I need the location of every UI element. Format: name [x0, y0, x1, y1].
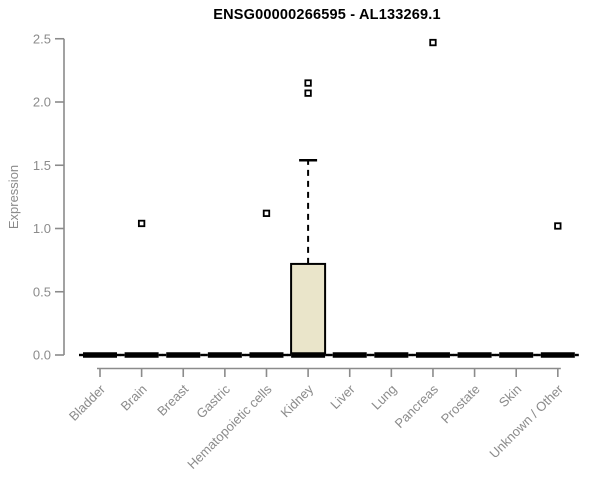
- x-tick-label: Breast: [154, 381, 191, 418]
- x-tick-label: Prostate: [438, 382, 483, 427]
- x-tick-label: Kidney: [278, 381, 317, 420]
- median-line: [415, 352, 450, 358]
- median-line: [540, 352, 575, 358]
- median-cap-right: [200, 353, 205, 357]
- median-cap-left: [120, 353, 125, 357]
- median-line: [207, 352, 242, 358]
- x-tick-label: Liver: [327, 381, 358, 412]
- x-tick-label: Skin: [496, 382, 524, 410]
- median-line: [249, 352, 284, 358]
- median-line: [291, 352, 326, 358]
- median-cap-left: [287, 353, 292, 357]
- median-line: [499, 352, 534, 358]
- median-cap-right: [408, 353, 413, 357]
- x-tick-label: Gastric: [193, 381, 233, 421]
- x-tick-label: Unknown / Other: [486, 381, 566, 461]
- outlier-point: [304, 89, 312, 97]
- outlier-point: [137, 219, 146, 228]
- median-cap-right: [117, 353, 121, 357]
- x-tick-label: Pancreas: [392, 381, 442, 431]
- median-line: [83, 352, 117, 358]
- median-line: [374, 352, 409, 358]
- median-cap-left: [162, 353, 167, 357]
- y-tick-label: 2.0: [33, 95, 51, 110]
- median-cap-right: [491, 353, 496, 357]
- x-tick-label: Bladder: [66, 381, 109, 424]
- median-cap-right: [366, 353, 371, 357]
- y-tick-label: 0.5: [33, 284, 51, 299]
- median-line: [457, 352, 492, 358]
- chart-title: ENSG00000266595 - AL133269.1: [213, 7, 441, 23]
- median-cap-left: [453, 353, 458, 357]
- median-cap-right: [283, 353, 288, 357]
- median-cap-left: [495, 353, 500, 357]
- median-cap-left: [328, 353, 333, 357]
- x-tick-label: Brain: [118, 382, 150, 414]
- median-cap-left: [79, 353, 83, 357]
- median-cap-right: [533, 353, 538, 357]
- median-line: [124, 352, 159, 358]
- median-line: [166, 352, 201, 358]
- median-cap-left: [370, 353, 375, 357]
- outlier-point: [262, 209, 271, 217]
- median-cap-right: [241, 353, 246, 357]
- outlier-point: [304, 79, 312, 87]
- box: [290, 262, 327, 355]
- median-cap-left: [536, 353, 541, 357]
- median-cap-right: [325, 353, 330, 357]
- y-tick-label: 2.5: [33, 31, 51, 46]
- median-cap-right: [449, 353, 454, 357]
- median-cap-left: [411, 353, 416, 357]
- median-cap-right: [158, 353, 163, 357]
- median-cap-right: [574, 353, 579, 357]
- outlier-point: [554, 222, 562, 230]
- x-tick-label: Lung: [368, 382, 399, 413]
- y-tick-label: 0.0: [33, 348, 51, 363]
- outlier-point: [429, 38, 437, 47]
- median-cap-left: [245, 353, 250, 357]
- median-cap-left: [203, 353, 208, 357]
- median-line: [332, 352, 367, 358]
- y-tick-label: 1.0: [33, 221, 51, 236]
- y-tick-label: 1.5: [33, 158, 51, 173]
